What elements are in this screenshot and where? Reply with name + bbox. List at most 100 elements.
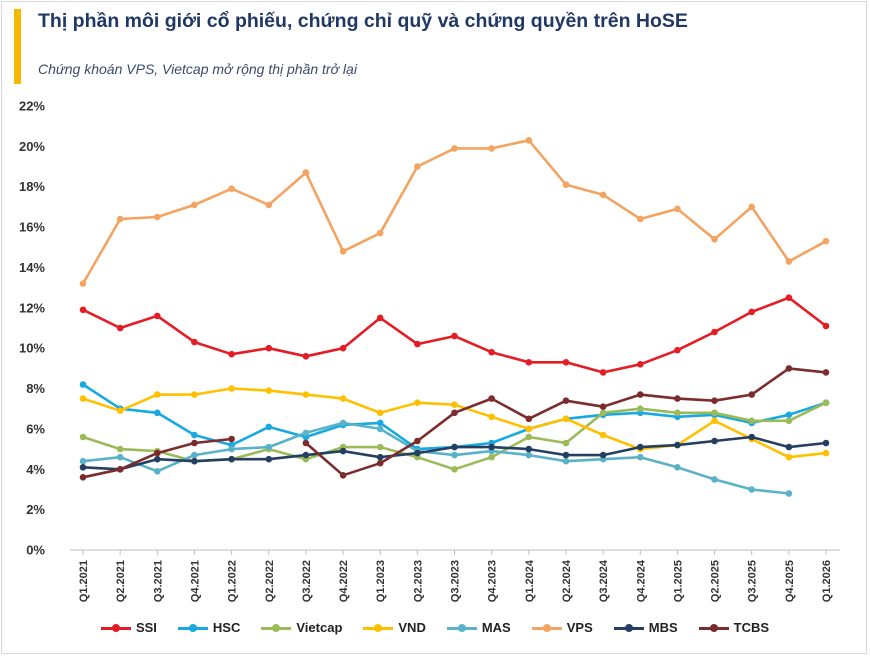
x-tick-label: Q1.2023 — [375, 560, 387, 602]
legend-swatch — [531, 621, 562, 635]
data-point-mbs — [228, 455, 235, 463]
data-point-tcbs — [785, 365, 793, 372]
data-point-tcbs — [79, 474, 87, 481]
data-point-vietcap — [116, 445, 124, 453]
legend-label: MBS — [648, 620, 678, 635]
legend-label: HSC — [212, 620, 241, 635]
series-tcbs — [79, 365, 830, 481]
legend-label: TCBS — [733, 620, 770, 635]
data-point-ssi — [451, 332, 458, 340]
data-point-mbs — [191, 457, 198, 465]
y-tick-label: 6% — [26, 421, 45, 436]
data-point-vps — [599, 191, 607, 199]
x-tick-label: Q3.2025 — [747, 560, 759, 602]
data-point-mbs — [376, 453, 384, 461]
data-point-mbs — [822, 439, 830, 447]
x-tick-label: Q4.2022 — [338, 560, 350, 602]
data-point-vnd — [376, 409, 384, 417]
data-point-mbs — [451, 443, 458, 451]
data-point-mbs — [711, 437, 718, 445]
data-point-mas — [376, 425, 384, 433]
data-point-ssi — [674, 346, 681, 354]
data-point-vps — [637, 215, 644, 223]
data-point-ssi — [525, 359, 533, 366]
data-point-vietcap — [599, 409, 607, 417]
data-point-vps — [525, 137, 533, 144]
data-point-tcbs — [488, 395, 495, 402]
data-point-vnd — [302, 391, 310, 398]
data-point-mbs — [785, 443, 793, 451]
data-point-vps — [116, 215, 124, 223]
data-point-vietcap — [637, 405, 644, 413]
y-tick-label: 12% — [19, 300, 45, 315]
data-point-vietcap — [79, 433, 87, 441]
data-point-tcbs — [302, 439, 310, 447]
legend-swatch — [446, 621, 477, 635]
data-point-mas — [116, 453, 124, 461]
x-tick-label: Q3.2024 — [598, 559, 610, 602]
data-point-vietcap — [376, 443, 384, 451]
data-point-tcbs — [154, 449, 161, 457]
data-point-mbs — [339, 447, 347, 455]
data-point-mbs — [637, 443, 644, 451]
data-point-mas — [674, 464, 681, 471]
x-tick-label: Q2.2025 — [710, 560, 722, 602]
x-axis: Q1.2021 Q2.2021 Q3.2021 Q4.2021 Q1.2022 Q2.20… — [70, 549, 840, 602]
data-point-mas — [265, 443, 273, 451]
y-tick-label: 14% — [19, 260, 45, 275]
data-point-mbs — [302, 451, 310, 459]
chart-subtitle: Chứng khoán VPS, Vietcap mở rộng thị phầ… — [38, 61, 357, 77]
data-point-vnd — [562, 415, 570, 423]
data-point-mbs — [488, 443, 495, 451]
data-point-vps — [562, 181, 570, 188]
data-point-vietcap — [674, 409, 681, 417]
series-line-mas — [82, 421, 790, 495]
data-point-vps — [265, 201, 273, 209]
x-tick-label: Q2.2023 — [412, 560, 424, 602]
data-point-vietcap — [525, 433, 533, 441]
data-point-vietcap — [748, 417, 755, 425]
y-tick-label: 20% — [19, 139, 45, 154]
series-vps — [79, 137, 830, 287]
data-point-vietcap — [562, 439, 570, 447]
data-point-mas — [191, 451, 198, 459]
data-point-ssi — [154, 312, 161, 320]
series-line-vps — [81, 139, 827, 285]
data-point-vps — [302, 169, 310, 176]
series-mas — [79, 419, 793, 497]
y-tick-label: 4% — [26, 462, 45, 477]
legend-swatch — [177, 621, 208, 635]
data-point-vnd — [79, 395, 87, 402]
chart-legend: SSI HSC Vietcap VND MAS VPS MBS TCBS — [0, 620, 870, 635]
data-point-vietcap — [488, 453, 495, 461]
data-point-vnd — [154, 391, 161, 398]
data-point-mas — [748, 486, 755, 493]
data-point-tcbs — [451, 409, 458, 417]
data-point-vietcap — [822, 399, 830, 407]
data-point-mbs — [525, 445, 533, 453]
y-tick-label: 16% — [19, 220, 45, 235]
data-point-tcbs — [525, 415, 533, 423]
series-ssi — [79, 294, 830, 376]
y-tick-label: 22% — [19, 99, 45, 114]
data-point-hsc — [265, 423, 273, 431]
data-point-ssi — [822, 322, 830, 330]
chart-title: Thị phần môi giới cổ phiếu, chứng chỉ qu… — [38, 10, 688, 32]
legend-label: MAS — [481, 620, 511, 635]
data-point-vnd — [525, 425, 533, 433]
y-tick-label: 0% — [26, 543, 45, 558]
data-point-mas — [562, 457, 570, 465]
y-tick-label: 18% — [19, 179, 45, 194]
data-point-tcbs — [748, 391, 755, 398]
data-point-ssi — [191, 338, 198, 346]
data-point-vps — [748, 203, 755, 211]
legend-item-vietcap: Vietcap — [261, 620, 342, 635]
legend-label: VPS — [566, 620, 593, 635]
data-point-tcbs — [822, 369, 830, 376]
data-point-tcbs — [599, 403, 607, 411]
data-point-ssi — [488, 348, 495, 356]
data-point-vietcap — [711, 409, 718, 417]
y-tick-label: 2% — [26, 502, 45, 517]
data-point-mas — [525, 451, 533, 459]
